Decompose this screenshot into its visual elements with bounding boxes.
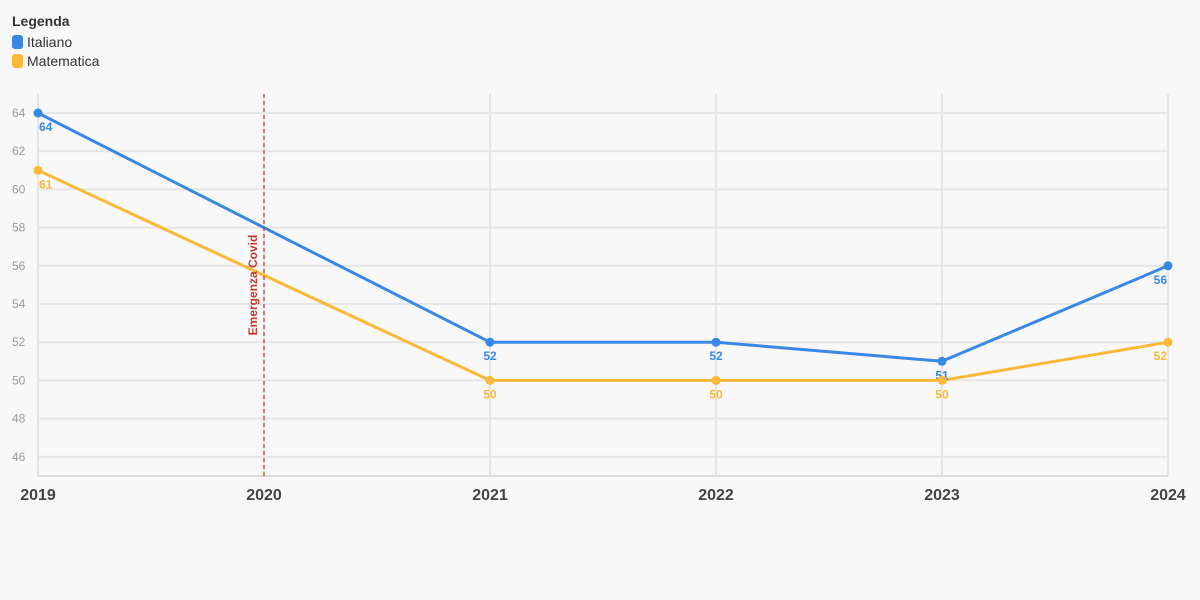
y-tick-label: 64 (12, 106, 26, 120)
data-label-italiano: 64 (39, 120, 53, 134)
data-point-italiano (33, 108, 43, 118)
y-tick-label: 62 (12, 144, 26, 158)
data-label-matematica: 50 (709, 387, 723, 401)
y-tick-label: 50 (12, 373, 26, 387)
x-tick-label: 2024 (1150, 487, 1186, 504)
data-label-matematica: 52 (1154, 349, 1168, 363)
legend-swatch-italiano (12, 34, 23, 49)
data-label-matematica: 50 (483, 387, 497, 401)
y-tick-label: 56 (12, 259, 26, 273)
data-point-matematica (485, 375, 495, 385)
data-point-italiano (937, 356, 947, 366)
y-tick-label: 48 (12, 412, 26, 426)
legend-title: Legenda (12, 13, 70, 29)
legend-label-italiano: Italiano (27, 33, 73, 50)
data-point-matematica (711, 375, 721, 385)
legend-label-matematica: Matematica (27, 52, 100, 69)
data-point-matematica (937, 375, 947, 385)
legend-item-matematica[interactable]: Matematica (12, 51, 99, 70)
y-tick-label: 52 (12, 335, 26, 349)
data-point-matematica (33, 165, 43, 175)
x-tick-label: 2022 (698, 487, 734, 504)
data-label-italiano: 56 (1154, 273, 1168, 287)
y-tick-label: 54 (12, 297, 26, 311)
legend-item-italiano[interactable]: Italiano (12, 32, 99, 51)
data-label-italiano: 52 (483, 349, 497, 363)
data-point-italiano (1163, 261, 1173, 271)
annotation-label: Emergenza Covid (246, 235, 260, 336)
x-tick-label: 2020 (246, 487, 282, 504)
data-label-matematica: 50 (935, 387, 949, 401)
y-tick-label: 58 (12, 221, 26, 235)
data-point-matematica (1163, 337, 1173, 347)
x-tick-label: 2019 (20, 487, 56, 504)
data-point-italiano (485, 337, 495, 347)
series-line-matematica (37, 168, 1169, 382)
data-label-italiano: 52 (709, 349, 723, 363)
legend: Legenda Italiano Matematica (12, 13, 99, 70)
data-point-italiano (711, 337, 721, 347)
y-tick-label: 46 (12, 450, 26, 464)
x-tick-label: 2023 (924, 487, 960, 504)
data-label-matematica: 61 (39, 177, 53, 191)
x-tick-label: 2021 (472, 487, 508, 504)
legend-swatch-matematica (12, 53, 23, 68)
y-tick-label: 60 (12, 182, 26, 196)
